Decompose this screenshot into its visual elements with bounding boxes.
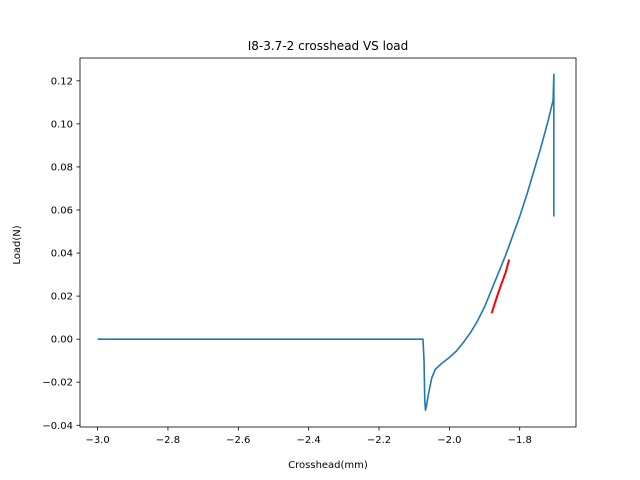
x-tick-label: −2.4 (297, 435, 321, 446)
y-tick-label: −0.02 (42, 378, 73, 389)
y-tick-label: 0.12 (51, 76, 73, 87)
series-line-0 (97, 73, 555, 412)
y-tick-label: 0.10 (51, 119, 73, 130)
y-tick-label: 0.00 (51, 335, 73, 346)
y-tick-label: 0.02 (51, 292, 73, 303)
series-layer (97, 73, 555, 412)
y-tick-label: 0.04 (51, 249, 73, 260)
x-tick-label: −2.8 (156, 435, 180, 446)
y-axis-label: Load(N) (12, 225, 23, 264)
chart-title: I8-3.7-2 crosshead VS load (248, 39, 409, 53)
x-tick-label: −2.6 (226, 435, 250, 446)
axes-layer: −3.0 −2.8 −2.6 −2.4 −2.2 −2.0 −1.8 −0.04 −0.02 0.… (42, 57, 577, 446)
y-tick-label: −0.04 (42, 421, 73, 432)
axes-frame (79, 57, 577, 428)
x-axis-label: Crosshead(mm) (288, 460, 368, 471)
y-tick-label: 0.06 (51, 205, 73, 216)
x-tick-label: −3.0 (85, 435, 109, 446)
x-tick-label: −2.0 (437, 435, 461, 446)
series-line-1 (490, 259, 511, 314)
x-tick-label: −2.2 (367, 435, 391, 446)
y-tick-label: 0.08 (51, 162, 73, 173)
x-tick-label: −1.8 (508, 435, 532, 446)
